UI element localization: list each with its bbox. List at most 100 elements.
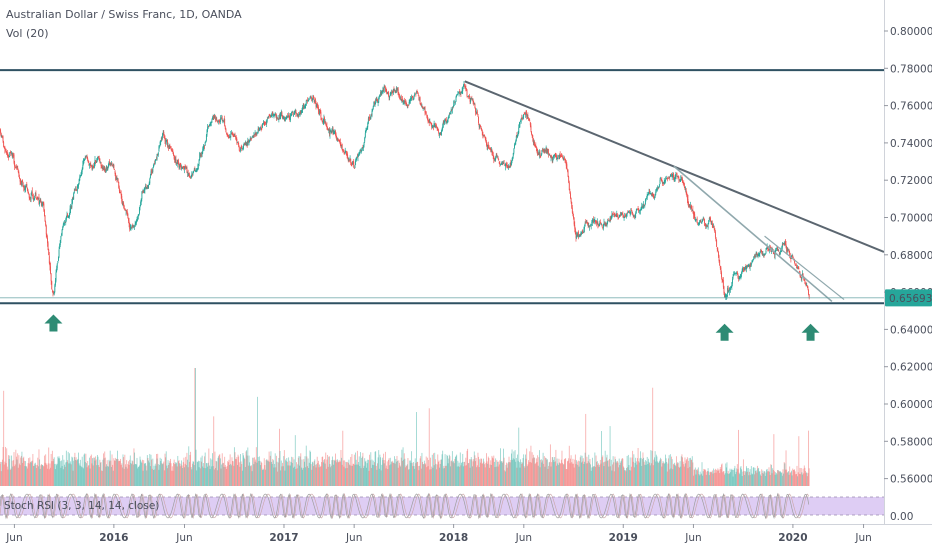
candle-body (625, 215, 627, 217)
time-axis[interactable]: Jun 2016 Jun 2017 Jun 2018 Jun 2019 Jun 2020 Jun (0, 524, 932, 544)
volume-bar (279, 451, 281, 486)
candle-body (759, 252, 761, 254)
candle-body (68, 212, 70, 217)
candle-body (780, 250, 782, 252)
volume-bar (331, 460, 333, 486)
candle-body (456, 94, 458, 96)
candle-body (246, 143, 248, 147)
candle-body (387, 91, 389, 94)
volume-bar (705, 470, 707, 486)
candle-body (773, 252, 775, 254)
volume-bar (332, 459, 334, 486)
volume-bar (792, 469, 794, 486)
candle-body (386, 90, 388, 93)
volume-bar (544, 466, 546, 486)
candle-body (81, 168, 83, 172)
candle-body (63, 224, 65, 225)
candle-body (86, 156, 87, 158)
volume-bar (342, 430, 344, 486)
candle-body (468, 95, 470, 98)
candle-body (617, 216, 619, 218)
candle-body (384, 86, 386, 87)
candle-body (56, 268, 58, 273)
volume-bar (693, 469, 695, 486)
volume-bar (473, 451, 475, 486)
volume-bar (610, 466, 612, 486)
volume-bar (31, 461, 33, 486)
volume-bar (358, 456, 360, 486)
volume-bar (624, 470, 626, 486)
volume-bar (174, 464, 176, 486)
candle-body (188, 173, 190, 177)
candle-body (702, 219, 704, 222)
volume-bar (93, 457, 95, 486)
volume-bar (702, 475, 704, 486)
candle-body (414, 94, 416, 96)
volume-bar (185, 456, 187, 486)
volume-bar (237, 465, 238, 486)
volume-bar (349, 465, 351, 486)
candle-body (614, 214, 616, 216)
candle-body (669, 175, 671, 177)
volume-bar (253, 464, 255, 486)
volume-bar (795, 474, 797, 486)
volume-bar (352, 463, 354, 486)
volume-bar (33, 465, 35, 486)
volume-bar (525, 458, 527, 486)
candle-body (389, 93, 391, 96)
candle-body (208, 124, 210, 127)
candle-body (15, 167, 17, 168)
volume-bar (496, 460, 498, 486)
volume-bar (359, 452, 361, 486)
volume-bar (655, 461, 657, 486)
volume-bar (305, 445, 307, 486)
volume-bar (243, 455, 244, 486)
candle-body (601, 224, 603, 226)
candle-body (286, 116, 288, 118)
candle-body (449, 114, 451, 115)
volume-bar (22, 458, 24, 486)
volume-bar (602, 462, 604, 486)
volume-bar (350, 456, 352, 486)
volume-bar (585, 413, 587, 486)
volume-bar (444, 454, 446, 486)
volume-bar (417, 466, 419, 486)
candle-body (588, 226, 590, 228)
candle-body (560, 156, 562, 157)
volume-bar (393, 463, 395, 486)
candle-body (610, 217, 612, 220)
candle-body (591, 221, 593, 224)
volume-bar (373, 462, 375, 486)
volume-bar (556, 465, 557, 486)
volume-bar (5, 463, 7, 486)
volume-bar (405, 467, 406, 486)
price-axis[interactable]: 0.800000.780000.760000.740000.720000.700… (884, 0, 932, 524)
candle-body (345, 152, 347, 153)
candle-body (323, 118, 325, 123)
volume-bar (513, 451, 515, 486)
candle-body (579, 234, 581, 237)
volume-bar (709, 472, 711, 486)
volume-bar (280, 460, 282, 486)
volume-bar (445, 465, 447, 486)
candle-body (133, 225, 135, 227)
volume-bar (124, 454, 126, 486)
volume-bar (258, 456, 260, 486)
candle-body (26, 183, 28, 187)
volume-bar (769, 475, 771, 486)
candle-body (602, 227, 604, 228)
trendline-minor (673, 165, 833, 303)
candle-body (808, 294, 810, 298)
candle-body (430, 121, 431, 123)
candle-body (17, 165, 19, 170)
volume-bar (42, 465, 44, 486)
candle-body (634, 216, 636, 218)
volume-bar (142, 459, 143, 486)
candle-body (338, 140, 340, 142)
candle-body (639, 209, 641, 211)
volume-bar (484, 467, 486, 486)
candle-body (114, 169, 115, 170)
volume-bar (769, 471, 771, 486)
volume-bar (313, 461, 315, 486)
